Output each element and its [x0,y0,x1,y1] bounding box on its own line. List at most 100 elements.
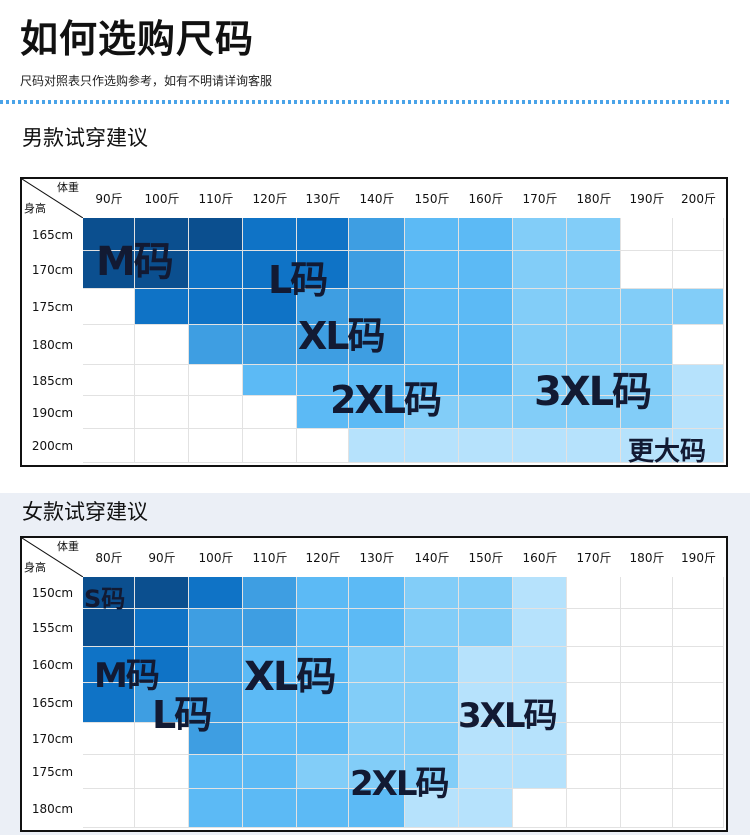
men-size-cell [349,218,405,251]
women-weight-140: 140斤 [414,551,450,565]
men-size-cell [405,429,459,463]
men-size-cell [135,289,189,325]
men-size-cell [189,251,243,289]
men-size-cell [243,429,297,463]
women-size-cell [297,577,349,609]
men-weight-190: 190斤 [629,192,665,206]
women-size-l-label: L码 [152,693,212,737]
men-size-cell [513,429,567,463]
men-size-cell [135,429,189,463]
women-size-cell [135,755,189,789]
women-size-cell [135,723,189,755]
women-size-cell [513,647,567,683]
women-size-cell [459,755,513,789]
men-size-cell [189,325,243,365]
women-size-cell [349,647,405,683]
men-size-cell [405,218,459,251]
men-size-cell [513,218,567,251]
women-size-cell [189,647,243,683]
men-size-cell [349,429,405,463]
men-size-cell [673,251,724,289]
women-size-cell [567,723,621,755]
women-size-cell [189,609,243,647]
men-height-190: 190cm [31,405,74,420]
men-weight-120: 120斤 [252,192,288,206]
men-size-cell [297,396,349,429]
men-size-cell [621,325,673,365]
men-size-cell [405,289,459,325]
men-size-cell [567,289,621,325]
corner-diagonal [22,538,83,577]
women-size-cell [673,683,724,723]
women-size-cell [673,577,724,609]
women-weight-160: 160斤 [522,551,558,565]
women-size-cell [189,577,243,609]
men-size-cell [349,251,405,289]
women-size-cell [405,577,459,609]
men-weight-150: 150斤 [414,192,450,206]
women-size-cell [405,789,459,828]
women-height-170: 170cm [31,732,74,746]
women-size-cell [349,577,405,609]
women-size-cell [349,683,405,723]
men-weight-130: 130斤 [305,192,341,206]
men-size-xl-label: XL码 [298,314,386,358]
women-size-cell [459,609,513,647]
men-size-cell [83,218,135,251]
men-height-175: 175cm [31,300,74,314]
women-weight-110: 110斤 [252,551,288,565]
women-size-cell [459,789,513,828]
women-height-150: 150cm [31,586,74,600]
men-weight-200: 200斤 [681,192,716,206]
women-height-160: 160cm [31,658,74,672]
men-size-cell [297,325,349,365]
women-size-cell [297,683,349,723]
men-size-cell [567,429,621,463]
women-size-cell [189,789,243,828]
men-weight-90: 90斤 [95,192,123,206]
women-weight-190: 190斤 [681,551,716,565]
men-size-cell [243,325,297,365]
corner-diagonal [22,179,83,218]
men-size-cell [567,325,621,365]
men-weight-160: 160斤 [468,192,504,206]
men-size-cell [243,365,297,396]
men-size-cell [243,396,297,429]
women-size-cell [297,723,349,755]
women-size-cell [83,789,135,828]
men-size-bigger-label: 更大码 [628,437,707,467]
women-size-cell [297,789,349,828]
men-size-cell [673,429,724,463]
women-size-cell [349,789,405,828]
men-size-cell [189,396,243,429]
men-size-cell [459,218,513,251]
men-size-cell [621,365,673,396]
men-size-cell [621,396,673,429]
women-size-cell [513,723,567,755]
men-size-cell [621,251,673,289]
women-size-cell [567,647,621,683]
women-size-cell [297,647,349,683]
women-size-cell [459,647,513,683]
women-size-cell [621,609,673,647]
men-size-cell [135,325,189,365]
men-weight-100: 100斤 [144,192,180,206]
men-size-cell [349,325,405,365]
women-size-cell [189,683,243,723]
women-size-cell [189,755,243,789]
women-size-xl-label: XL码 [244,654,336,700]
men-size-cell [135,218,189,251]
men-weight-180: 180斤 [576,192,612,206]
men-corner-cell: 体重 身高 [22,179,83,218]
women-weight-130: 130斤 [359,551,395,565]
men-size-cell [135,365,189,396]
women-weight-100: 100斤 [198,551,234,565]
women-size-cell [83,577,135,609]
women-size-table: 体重 身高 80斤 90斤 100斤 110斤 120斤 130斤 140斤 1… [20,536,728,832]
men-size-cell [513,325,567,365]
women-size-cell [243,683,297,723]
men-size-cell [349,365,405,396]
women-weight-120: 120斤 [305,551,341,565]
men-size-cell [673,396,724,429]
women-weight-80: 80斤 [95,551,123,565]
